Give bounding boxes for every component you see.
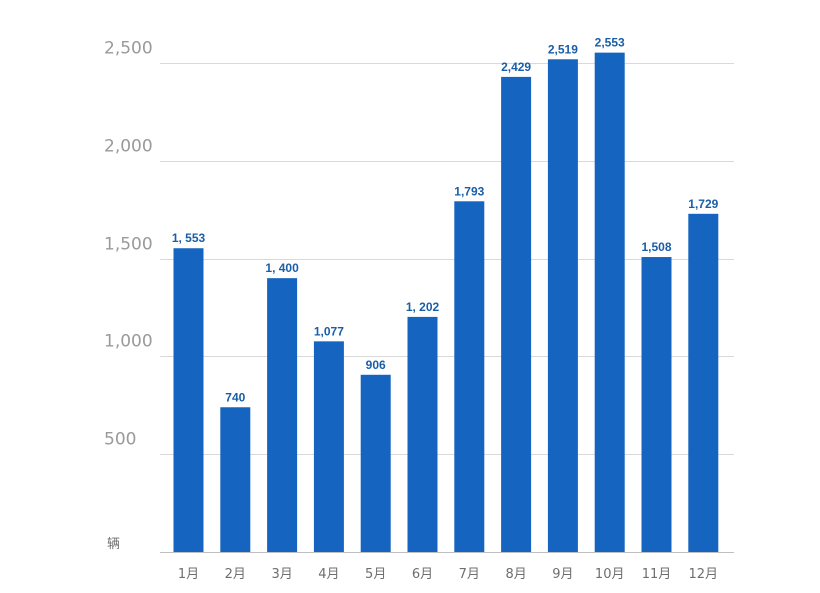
bar xyxy=(407,316,438,552)
x-tick-label: 9月 xyxy=(552,567,573,582)
bar xyxy=(173,248,204,552)
bar xyxy=(360,374,391,552)
x-tick-label: 12月 xyxy=(689,567,719,582)
data-label: 2,429 xyxy=(501,60,531,74)
bars xyxy=(173,52,719,553)
bar xyxy=(267,278,298,552)
data-label: 906 xyxy=(366,358,386,372)
data-label: 1,508 xyxy=(641,240,671,254)
y-tick-label: 2,000 xyxy=(104,137,153,157)
y-axis-ticks: 500 1,000 1,500 2,000 2,500 xyxy=(104,39,153,450)
data-label: 1,793 xyxy=(454,184,484,198)
bar xyxy=(547,59,578,552)
x-tick-label: 11月 xyxy=(642,567,672,582)
data-label: 1, 202 xyxy=(406,300,440,314)
bar xyxy=(641,257,672,552)
x-tick-label: 4月 xyxy=(318,567,339,582)
bar xyxy=(220,407,251,552)
x-tick-label: 3月 xyxy=(271,567,292,582)
x-axis-ticks: 1月 2月 3月 4月 5月 6月 7月 8月 9月 10月 11月 12月 xyxy=(178,567,718,582)
data-label: 1, 400 xyxy=(265,261,299,275)
y-tick-label: 1,000 xyxy=(104,332,153,352)
x-tick-label: 2月 xyxy=(225,567,246,582)
data-label: 740 xyxy=(225,390,245,404)
x-tick-label: 5月 xyxy=(365,567,386,582)
bar xyxy=(594,52,625,552)
data-label: 1,077 xyxy=(314,324,344,338)
x-tick-label: 8月 xyxy=(505,567,526,582)
y-tick-label: 2,500 xyxy=(104,39,153,59)
data-label: 1, 553 xyxy=(172,231,206,245)
x-tick-label: 10月 xyxy=(595,567,625,582)
data-labels: 1, 553 740 1, 400 1,077 906 1, 202 1,793 2,429 2… xyxy=(172,36,719,405)
data-label: 2,519 xyxy=(548,42,578,56)
gridlines xyxy=(160,63,734,553)
y-tick-label: 1,500 xyxy=(104,235,153,255)
bar xyxy=(313,341,344,552)
bar xyxy=(501,76,532,552)
bar xyxy=(454,201,485,553)
x-tick-label: 6月 xyxy=(412,567,433,582)
data-label: 1,729 xyxy=(688,197,718,211)
y-tick-label: 500 xyxy=(104,430,136,450)
data-label: 2,553 xyxy=(595,36,625,50)
y-axis-unit-label: 辆 xyxy=(107,537,120,552)
x-tick-label: 1月 xyxy=(178,567,199,582)
bar xyxy=(688,213,719,552)
x-tick-label: 7月 xyxy=(459,567,480,582)
